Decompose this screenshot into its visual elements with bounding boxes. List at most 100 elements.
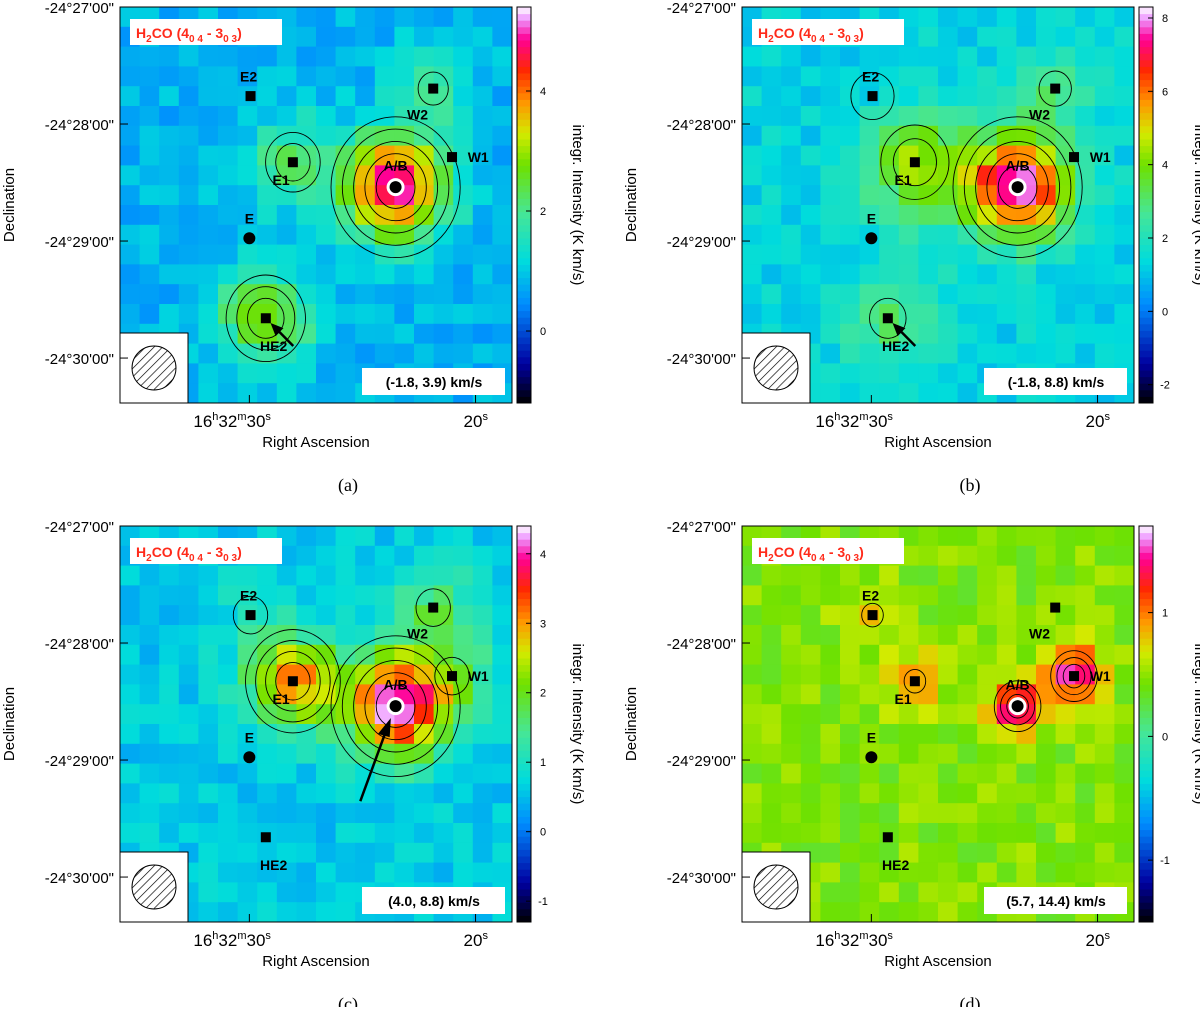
heatmap-cell (1114, 644, 1135, 665)
heatmap-cell (879, 383, 900, 404)
heatmap-cell (761, 625, 782, 646)
heatmap-cell (257, 244, 278, 265)
heatmap-cell (1114, 165, 1135, 186)
heatmap-cell (1094, 803, 1115, 824)
heatmap-cell (198, 644, 219, 665)
heatmap-cell (1016, 106, 1037, 127)
heatmap-cell (918, 304, 939, 325)
source-label-AB: A/B (1006, 676, 1030, 692)
heatmap-cell (820, 585, 841, 606)
heatmap-cell (957, 224, 978, 245)
heatmap-cell (139, 605, 160, 626)
heatmap-cell (957, 284, 978, 305)
heatmap-cell (355, 545, 376, 566)
heatmap-cell (957, 264, 978, 285)
heatmap-cell (159, 284, 180, 305)
heatmap-cell (218, 363, 238, 384)
heatmap-cell (840, 605, 860, 626)
heatmap-cell (492, 185, 513, 206)
heatmap-cell (859, 363, 880, 384)
heatmap-cell (296, 823, 317, 844)
heatmap-cell (296, 363, 317, 384)
heatmap-cell (453, 803, 474, 824)
heatmap-cell (957, 625, 978, 646)
heatmap-cell (820, 383, 841, 404)
heatmap-cell (996, 724, 1017, 745)
heatmap-cell (296, 684, 317, 705)
heatmap-cell (938, 125, 958, 146)
heatmap-cell (453, 165, 474, 186)
source-marker-W2 (428, 602, 439, 613)
heatmap-cell (977, 565, 998, 586)
heatmap-cell (335, 684, 356, 705)
heatmap-cell (355, 323, 376, 344)
heatmap-cell (820, 343, 841, 364)
heatmap-cell (276, 363, 297, 384)
heatmap-cell (879, 185, 900, 206)
heatmap-cell (859, 625, 880, 646)
y-tick-labels: -24°27'00"-24°28'00"-24°29'00"-24°30'00" (45, 519, 128, 887)
heatmap-cell (957, 205, 978, 226)
contour-E1 (903, 668, 927, 694)
heatmap-cell (1075, 545, 1096, 566)
heatmap-cell (237, 862, 258, 883)
heatmap-cell (898, 66, 919, 87)
heatmap-cell (820, 704, 841, 725)
beam-hatch-icon (131, 864, 177, 910)
heatmap-cell (355, 605, 376, 626)
transition-label: H2CO (40 4 - 30 3) (752, 19, 904, 45)
heatmap-cell (820, 86, 841, 107)
heatmap-cell (394, 323, 415, 344)
heatmap-cell (296, 526, 317, 547)
heatmap-cell (781, 803, 802, 824)
x-tick-label: 16h32m30s (193, 930, 271, 950)
heatmap-cell (742, 205, 762, 226)
heatmap-cell (859, 644, 880, 665)
source-label-E: E (245, 210, 254, 226)
heatmap-cell (781, 724, 802, 745)
heatmap-cell (316, 882, 336, 903)
source-label-E: E (245, 729, 254, 745)
colorbar-tick-label: 0 (1162, 731, 1168, 743)
heatmap-cell (977, 264, 998, 285)
heatmap-cell (237, 625, 258, 646)
heatmap-cell (957, 26, 978, 47)
heatmap-cell (840, 205, 860, 226)
heatmap-cell (335, 823, 356, 844)
heatmap-cell (918, 244, 939, 265)
source-label-W1: W1 (1090, 668, 1111, 684)
heatmap-cell (257, 763, 278, 784)
heatmap-cell (218, 625, 238, 646)
heatmap-cell (139, 106, 160, 127)
heatmap-cell (218, 585, 238, 606)
heatmap-cell (957, 343, 978, 364)
heatmap-cell (374, 823, 395, 844)
heatmap-cell (1036, 704, 1056, 725)
heatmap-cell (1075, 684, 1096, 705)
heatmap-cell (1055, 763, 1076, 784)
heatmap-cell (781, 704, 802, 725)
heatmap-cell (257, 205, 278, 226)
heatmap-cell (761, 205, 782, 226)
heatmap-cell (918, 224, 939, 245)
heatmap-cell (120, 106, 140, 127)
heatmap-cell (820, 803, 841, 824)
heatmap-cell (335, 803, 356, 824)
source-marker-E1 (287, 157, 298, 168)
heatmap-cell (820, 185, 841, 206)
heatmap-cell (257, 343, 278, 364)
heatmap-cell (879, 625, 900, 646)
x-tick-labels: 16h32m30s 20s (193, 395, 488, 431)
heatmap-cell (198, 684, 219, 705)
heatmap-cell (453, 743, 474, 764)
heatmap-cell (996, 783, 1017, 804)
heatmap-cell (820, 46, 841, 67)
heatmap-cell (938, 323, 958, 344)
contour-E1 (880, 124, 950, 200)
source-label-W1: W1 (468, 668, 489, 684)
heatmap-cell (335, 743, 356, 764)
heatmap-cell (492, 343, 513, 364)
heatmap-cell (859, 724, 880, 745)
heatmap-cell (898, 125, 919, 146)
